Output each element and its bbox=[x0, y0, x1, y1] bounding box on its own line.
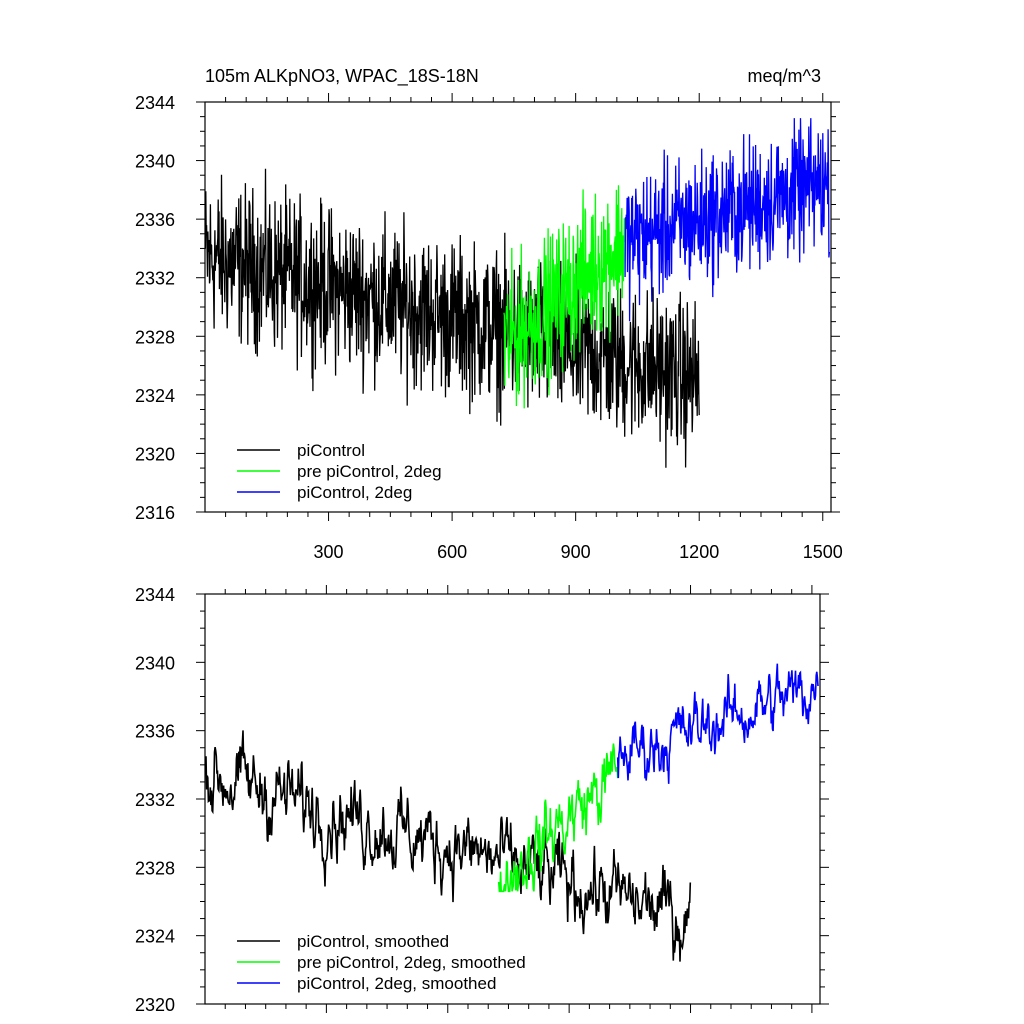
legend-label: piControl bbox=[297, 441, 365, 460]
y-tick-label: 2336 bbox=[135, 722, 175, 742]
panel-1: 300 600 900 1200 1500 2316 2320 2324 2328 2332 233… bbox=[135, 66, 843, 562]
y-tick-label: 2328 bbox=[135, 858, 175, 878]
y-tick-label: 2336 bbox=[135, 210, 175, 230]
series-line-picontrol-smoothed bbox=[205, 730, 692, 962]
chart-title: 105m ALKpNO3, WPAC_18S-18N bbox=[205, 66, 479, 87]
series-line-pre-picontrol-2deg-smoothed bbox=[497, 743, 619, 893]
y-tick-label: 2344 bbox=[135, 585, 175, 605]
y-tick-label: 2316 bbox=[135, 503, 175, 523]
x-tick-label: 900 bbox=[561, 542, 591, 562]
series-line-pre-picontrol-2deg bbox=[503, 185, 626, 409]
series-line-picontrol bbox=[205, 168, 700, 468]
units-label: meq/m^3 bbox=[748, 66, 821, 86]
series-line-picontrol-2deg-smoothed bbox=[616, 663, 819, 784]
x-tick-label: 1500 bbox=[803, 542, 843, 562]
legend-label: piControl, smoothed bbox=[297, 932, 449, 951]
legend-label: pre piControl, 2deg, smoothed bbox=[297, 953, 526, 972]
series-line-picontrol-2deg bbox=[624, 118, 831, 322]
legend-label: piControl, 2deg bbox=[297, 483, 412, 502]
y-tick-label: 2320 bbox=[135, 444, 175, 464]
y-tick-label: 2324 bbox=[135, 386, 175, 406]
x-tick-label: 1200 bbox=[679, 542, 719, 562]
x-tick-label: 300 bbox=[314, 542, 344, 562]
y-tick-label: 2332 bbox=[135, 790, 175, 810]
legend-label: piControl, 2deg, smoothed bbox=[297, 974, 496, 993]
legend-label: pre piControl, 2deg bbox=[297, 462, 442, 481]
panel-2: 2320 2324 2328 2332 2336 2340 2344 piControl, s… bbox=[135, 585, 829, 1015]
y-tick-label: 2344 bbox=[135, 93, 175, 113]
y-tick-label: 2340 bbox=[135, 653, 175, 673]
y-tick-label: 2328 bbox=[135, 327, 175, 347]
y-tick-label: 2320 bbox=[135, 995, 175, 1015]
y-tick-label: 2332 bbox=[135, 269, 175, 289]
x-tick-label: 600 bbox=[437, 542, 467, 562]
y-tick-label: 2324 bbox=[135, 927, 175, 947]
y-tick-label: 2340 bbox=[135, 152, 175, 172]
